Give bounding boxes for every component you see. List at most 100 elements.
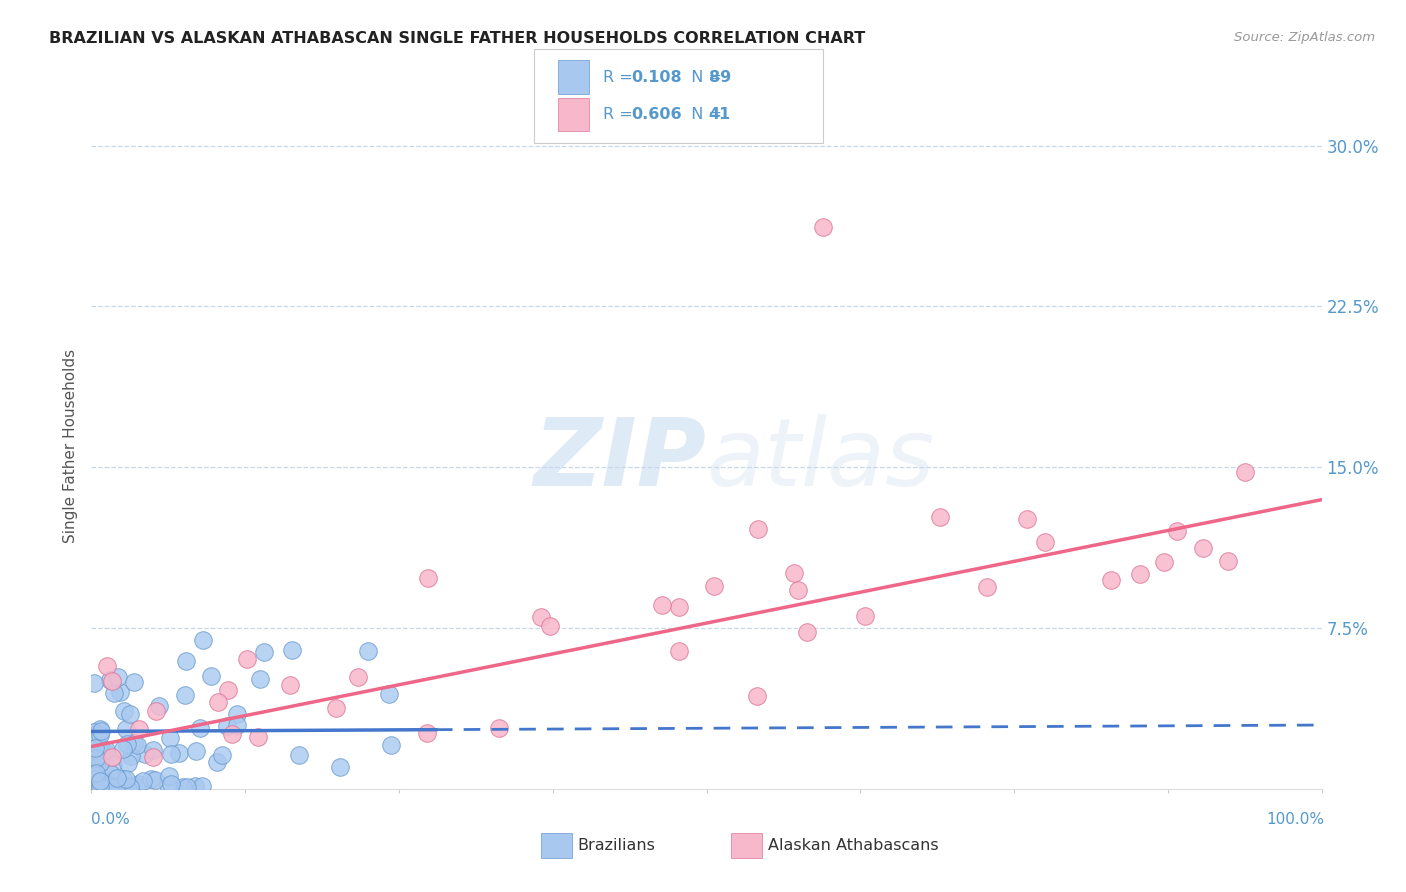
Point bbox=[93, 745, 115, 759]
Point bbox=[94, 775, 117, 789]
Point bbox=[101, 750, 124, 764]
Point bbox=[186, 744, 208, 758]
Point bbox=[105, 771, 128, 785]
Point bbox=[783, 566, 806, 580]
Point bbox=[124, 675, 146, 690]
Point bbox=[111, 772, 134, 787]
Point bbox=[141, 772, 163, 786]
Point bbox=[176, 654, 198, 668]
Point bbox=[89, 728, 111, 742]
Point bbox=[89, 774, 111, 789]
Text: 89: 89 bbox=[709, 70, 731, 85]
Point bbox=[176, 780, 198, 795]
Point bbox=[249, 672, 271, 686]
Text: 0.606: 0.606 bbox=[631, 107, 682, 122]
Point bbox=[107, 670, 129, 684]
Point bbox=[90, 723, 112, 738]
Point bbox=[122, 737, 145, 751]
Point bbox=[118, 780, 141, 794]
Text: 0.0%: 0.0% bbox=[91, 812, 131, 827]
Point bbox=[83, 676, 105, 690]
Point bbox=[86, 766, 108, 780]
Point bbox=[1166, 524, 1188, 538]
Point bbox=[112, 741, 135, 756]
Point bbox=[207, 695, 229, 709]
Point bbox=[668, 600, 690, 615]
Point bbox=[225, 718, 247, 732]
Point bbox=[145, 705, 167, 719]
Point bbox=[703, 579, 725, 593]
Text: N =: N = bbox=[681, 70, 727, 85]
Point bbox=[207, 756, 229, 770]
Point bbox=[127, 777, 149, 791]
Text: Brazilians: Brazilians bbox=[578, 838, 655, 853]
Text: 41: 41 bbox=[709, 107, 731, 122]
Point bbox=[416, 726, 439, 740]
Point bbox=[89, 723, 111, 737]
Point bbox=[184, 779, 207, 793]
Point bbox=[1234, 465, 1257, 479]
Point bbox=[538, 618, 561, 632]
Point bbox=[115, 723, 138, 737]
Point bbox=[1099, 573, 1122, 587]
Point bbox=[172, 780, 194, 794]
Point bbox=[173, 689, 195, 703]
Point bbox=[191, 632, 214, 647]
Point bbox=[247, 730, 270, 744]
Text: Alaskan Athabascans: Alaskan Athabascans bbox=[768, 838, 938, 853]
Text: R =: R = bbox=[603, 107, 638, 122]
Point bbox=[747, 522, 769, 536]
Point bbox=[160, 777, 183, 791]
Point bbox=[120, 748, 142, 763]
Point bbox=[83, 774, 105, 789]
Point bbox=[747, 689, 769, 703]
Point bbox=[98, 673, 121, 687]
Point bbox=[127, 780, 149, 794]
Point bbox=[115, 772, 138, 786]
Point bbox=[211, 747, 233, 762]
Point bbox=[112, 704, 135, 718]
Text: Source: ZipAtlas.com: Source: ZipAtlas.com bbox=[1234, 31, 1375, 45]
Point bbox=[1216, 554, 1239, 568]
Point bbox=[1129, 566, 1152, 581]
Point bbox=[118, 706, 141, 721]
Text: BRAZILIAN VS ALASKAN ATHABASCAN SINGLE FATHER HOUSEHOLDS CORRELATION CHART: BRAZILIAN VS ALASKAN ATHABASCAN SINGLE F… bbox=[49, 31, 866, 46]
Point bbox=[110, 775, 132, 789]
Point bbox=[134, 747, 156, 761]
Point bbox=[188, 721, 211, 735]
Point bbox=[89, 774, 111, 789]
Point bbox=[1153, 555, 1175, 569]
Point bbox=[98, 779, 121, 793]
Text: atlas: atlas bbox=[706, 414, 935, 505]
Point bbox=[96, 659, 118, 673]
Point bbox=[148, 698, 170, 713]
Point bbox=[83, 756, 105, 771]
Point bbox=[108, 685, 131, 699]
Point bbox=[356, 644, 378, 658]
Point bbox=[278, 678, 301, 692]
Point bbox=[157, 778, 180, 792]
Point bbox=[378, 686, 401, 700]
Point bbox=[142, 743, 165, 757]
Point bbox=[84, 751, 107, 765]
Point bbox=[329, 760, 352, 774]
Point bbox=[83, 747, 105, 761]
Text: 0.108: 0.108 bbox=[631, 70, 682, 85]
Point bbox=[94, 773, 117, 788]
Point bbox=[101, 673, 124, 688]
Text: R =: R = bbox=[603, 70, 638, 85]
Point bbox=[159, 731, 181, 745]
Text: ZIP: ZIP bbox=[534, 414, 706, 506]
Point bbox=[83, 752, 105, 766]
Point bbox=[89, 780, 111, 795]
Point bbox=[83, 777, 105, 791]
Point bbox=[226, 706, 249, 721]
Point bbox=[87, 738, 110, 752]
Point bbox=[1017, 512, 1039, 526]
Point bbox=[115, 737, 138, 751]
Point bbox=[125, 738, 148, 752]
Point bbox=[103, 686, 125, 700]
Point bbox=[217, 719, 239, 733]
Point bbox=[91, 744, 114, 758]
Point bbox=[100, 767, 122, 781]
